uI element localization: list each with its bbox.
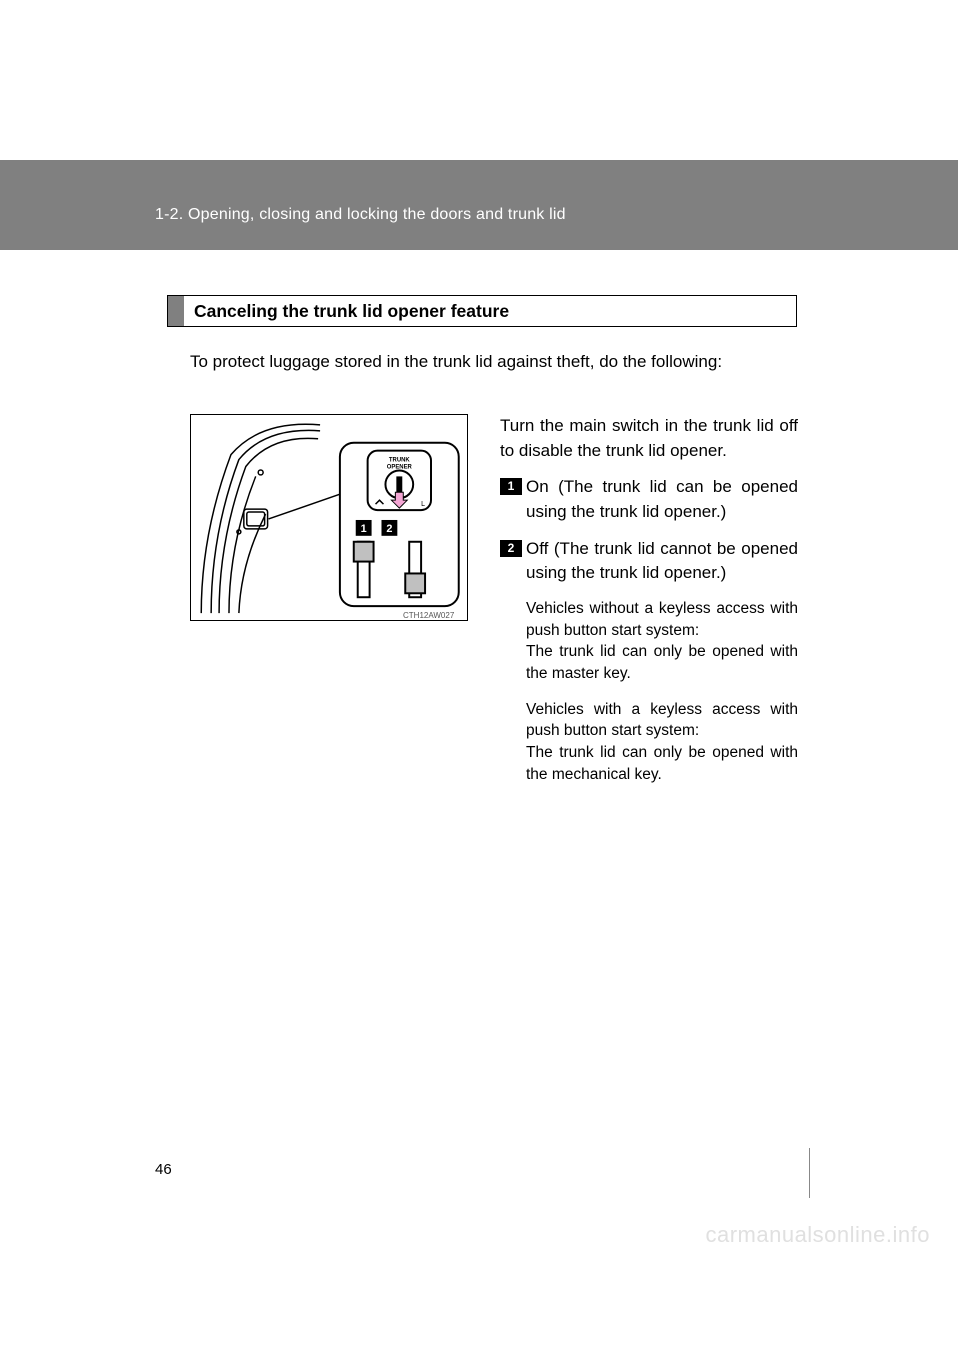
lead-paragraph: Turn the main switch in the trunk lid of… bbox=[500, 414, 798, 463]
chapter-header-band: 1-2. Opening, closing and locking the do… bbox=[0, 160, 960, 250]
manual-page: 1-2. Opening, closing and locking the do… bbox=[0, 0, 960, 1358]
section-title: Canceling the trunk lid opener feature bbox=[194, 301, 509, 322]
chapter-header-text: 1-2. Opening, closing and locking the do… bbox=[0, 160, 960, 224]
figure-marker-2: 2 bbox=[381, 520, 397, 536]
right-column: Turn the main switch in the trunk lid of… bbox=[500, 414, 798, 799]
svg-text:L: L bbox=[421, 501, 425, 508]
sub2-line2: The trunk lid can only be opened with th… bbox=[526, 744, 798, 783]
sub-paragraph-1: Vehicles without a keyless access with p… bbox=[526, 598, 798, 685]
figure-code: CTH12AW027 bbox=[403, 611, 454, 620]
svg-text:2: 2 bbox=[386, 523, 392, 535]
section-marker bbox=[168, 296, 184, 326]
figure-marker-1: 1 bbox=[356, 520, 372, 536]
svg-text:1: 1 bbox=[361, 523, 367, 535]
sub1-line1: Vehicles without a keyless access with p… bbox=[526, 600, 798, 639]
sub2-line1: Vehicles with a keyless access with push… bbox=[526, 701, 798, 740]
sub1-line2: The trunk lid can only be opened with th… bbox=[526, 643, 798, 682]
item-number-2: 2 bbox=[500, 540, 522, 557]
intro-paragraph: To protect luggage stored in the trunk l… bbox=[190, 350, 795, 374]
sub-paragraph-2: Vehicles with a keyless access with push… bbox=[526, 699, 798, 786]
watermark-text: carmanualsonline.info bbox=[705, 1222, 930, 1248]
trunk-switch-svg: TRUNK OPENER L 1 2 bbox=[191, 415, 467, 620]
list-item-2: 2 Off (The trunk lid cannot be opened us… bbox=[500, 537, 798, 586]
switch-label-top: TRUNK bbox=[389, 458, 410, 464]
right-separator bbox=[809, 1148, 810, 1198]
page-number: 46 bbox=[155, 1161, 172, 1178]
list-item-1: 1 On (The trunk lid can be opened using … bbox=[500, 475, 798, 524]
trunk-switch-figure: TRUNK OPENER L 1 2 bbox=[190, 414, 468, 621]
item-text-1: On (The trunk lid can be opened using th… bbox=[526, 475, 798, 524]
section-heading-bar: Canceling the trunk lid opener feature bbox=[167, 295, 797, 327]
item-text-2: Off (The trunk lid cannot be opened usin… bbox=[526, 537, 798, 586]
item-number-1: 1 bbox=[500, 478, 522, 495]
